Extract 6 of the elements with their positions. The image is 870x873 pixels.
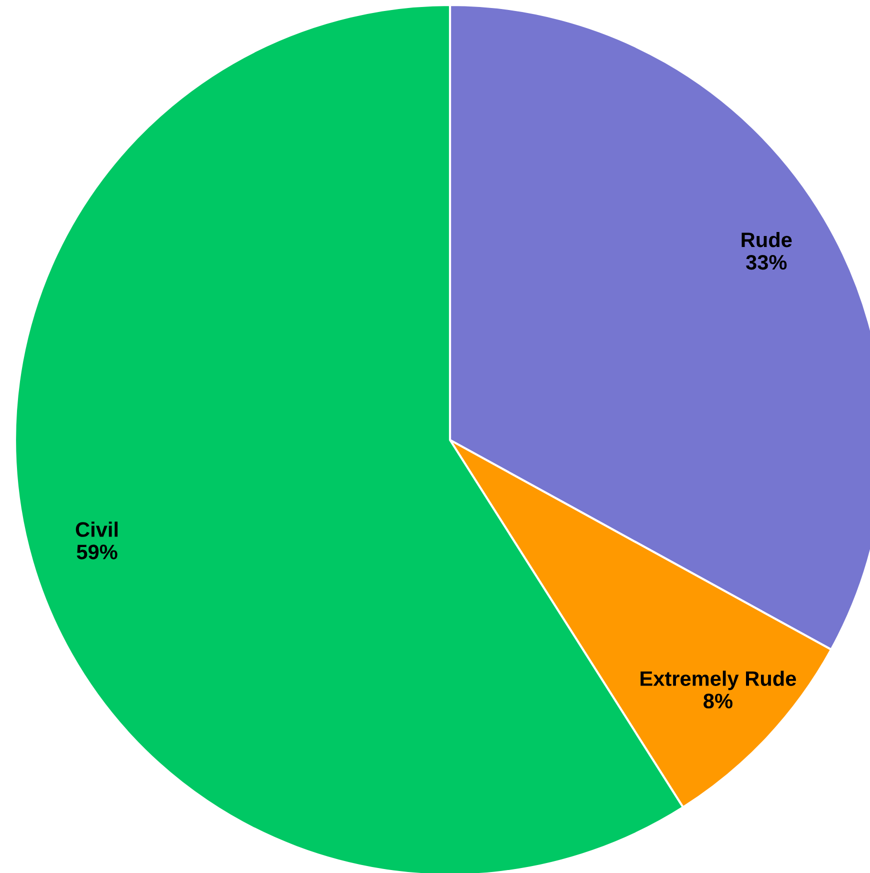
data-label: 8% [704, 694, 732, 708]
data-label: 33% [746, 254, 787, 270]
slice-label: Rude [742, 232, 792, 248]
slice-label: Extremely Rude [640, 670, 796, 690]
slice-label: Civil [76, 522, 118, 537]
data-label: 59% [76, 544, 118, 560]
